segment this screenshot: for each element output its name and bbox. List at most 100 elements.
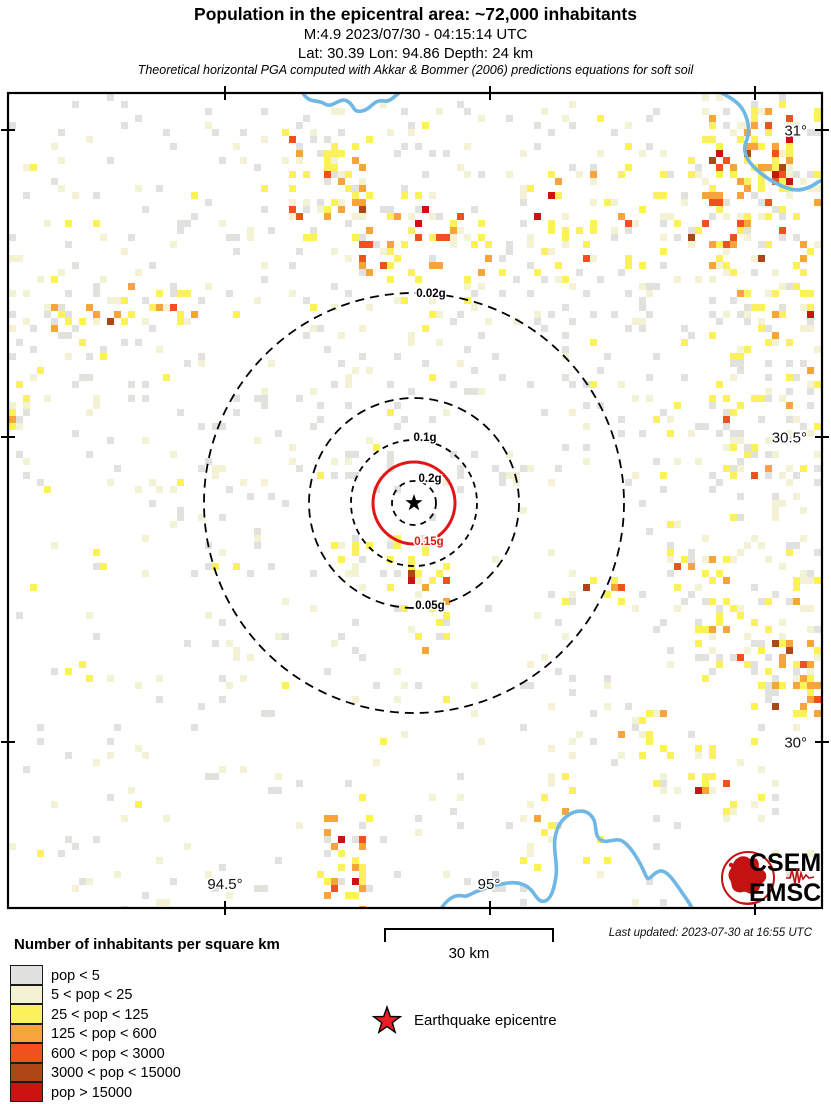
population-cell xyxy=(814,381,821,388)
population-cell xyxy=(730,472,737,479)
population-cell xyxy=(345,458,352,465)
population-cell xyxy=(331,815,338,822)
population-cell xyxy=(247,227,254,234)
population-cell xyxy=(261,276,268,283)
population-cell xyxy=(541,248,548,255)
subtitle-method: Theoretical horizontal PGA computed with… xyxy=(137,63,694,78)
population-cell xyxy=(716,199,723,206)
population-cell xyxy=(786,115,793,122)
population-cell xyxy=(191,570,198,577)
population-cell xyxy=(527,234,534,241)
population-cell xyxy=(303,206,310,213)
population-cell xyxy=(170,521,177,528)
population-cell xyxy=(814,129,821,136)
population-cell xyxy=(597,115,604,122)
population-cell xyxy=(93,402,100,409)
population-cell xyxy=(737,549,744,556)
population-cell xyxy=(282,157,289,164)
population-cell xyxy=(730,801,737,808)
population-cell xyxy=(541,276,548,283)
population-cell xyxy=(37,738,44,745)
population-cell xyxy=(758,724,765,731)
population-cell xyxy=(520,724,527,731)
population-cell xyxy=(681,192,688,199)
population-cell xyxy=(331,150,338,157)
population-cell xyxy=(765,241,772,248)
population-cell xyxy=(716,143,723,150)
population-cell xyxy=(618,584,625,591)
population-cell xyxy=(723,122,730,129)
population-cell xyxy=(394,668,401,675)
population-cell xyxy=(807,325,814,332)
population-cell xyxy=(254,885,261,892)
population-cell xyxy=(562,304,569,311)
population-cell xyxy=(604,675,611,682)
population-cell xyxy=(709,633,716,640)
population-cell xyxy=(296,248,303,255)
population-cell xyxy=(709,241,716,248)
population-cell xyxy=(534,143,541,150)
population-cell xyxy=(345,171,352,178)
population-cell xyxy=(37,276,44,283)
population-cell xyxy=(653,416,660,423)
population-cell xyxy=(177,290,184,297)
population-cell xyxy=(800,325,807,332)
population-cell xyxy=(807,689,814,696)
population-cell xyxy=(198,360,205,367)
population-cell xyxy=(562,346,569,353)
population-cell xyxy=(569,591,576,598)
population-cell xyxy=(569,283,576,290)
population-cell xyxy=(331,843,338,850)
population-cell xyxy=(86,304,93,311)
population-cell xyxy=(765,122,772,129)
population-cell xyxy=(709,192,716,199)
population-cell xyxy=(184,360,191,367)
population-cell xyxy=(373,759,380,766)
population-cell xyxy=(730,409,737,416)
population-cell xyxy=(702,423,709,430)
population-cell xyxy=(86,878,93,885)
population-cell xyxy=(702,570,709,577)
population-cell xyxy=(772,591,779,598)
population-cell xyxy=(380,570,387,577)
population-cell xyxy=(765,696,772,703)
population-cell xyxy=(779,500,786,507)
population-cell xyxy=(107,157,114,164)
population-cell xyxy=(569,101,576,108)
population-cell xyxy=(149,262,156,269)
population-cell xyxy=(289,199,296,206)
population-cell xyxy=(450,234,457,241)
population-cell xyxy=(597,276,604,283)
population-cell xyxy=(436,213,443,220)
population-cell xyxy=(359,262,366,269)
population-cell xyxy=(79,374,86,381)
population-cell xyxy=(401,682,408,689)
population-cell xyxy=(618,731,625,738)
population-cell xyxy=(569,738,576,745)
population-cell xyxy=(408,388,415,395)
population-cell xyxy=(520,150,527,157)
population-cell xyxy=(786,437,793,444)
population-cell xyxy=(758,766,765,773)
population-cell xyxy=(702,787,709,794)
population-cell xyxy=(541,829,548,836)
population-cell xyxy=(142,381,149,388)
population-cell xyxy=(359,164,366,171)
population-cell xyxy=(72,101,79,108)
population-cell xyxy=(212,472,219,479)
population-cell xyxy=(254,437,261,444)
population-cell xyxy=(779,633,786,640)
pga-contour-label: 0.05g xyxy=(415,600,444,612)
population-cell xyxy=(261,395,268,402)
population-cell xyxy=(814,241,821,248)
population-cell xyxy=(709,787,716,794)
population-cell xyxy=(527,465,534,472)
population-cell xyxy=(562,332,569,339)
population-cell xyxy=(772,143,779,150)
population-cell xyxy=(765,290,772,297)
population-cell xyxy=(702,136,709,143)
population-cell xyxy=(758,255,765,262)
population-cell xyxy=(16,451,23,458)
population-cell xyxy=(730,171,737,178)
population-cell xyxy=(646,283,653,290)
